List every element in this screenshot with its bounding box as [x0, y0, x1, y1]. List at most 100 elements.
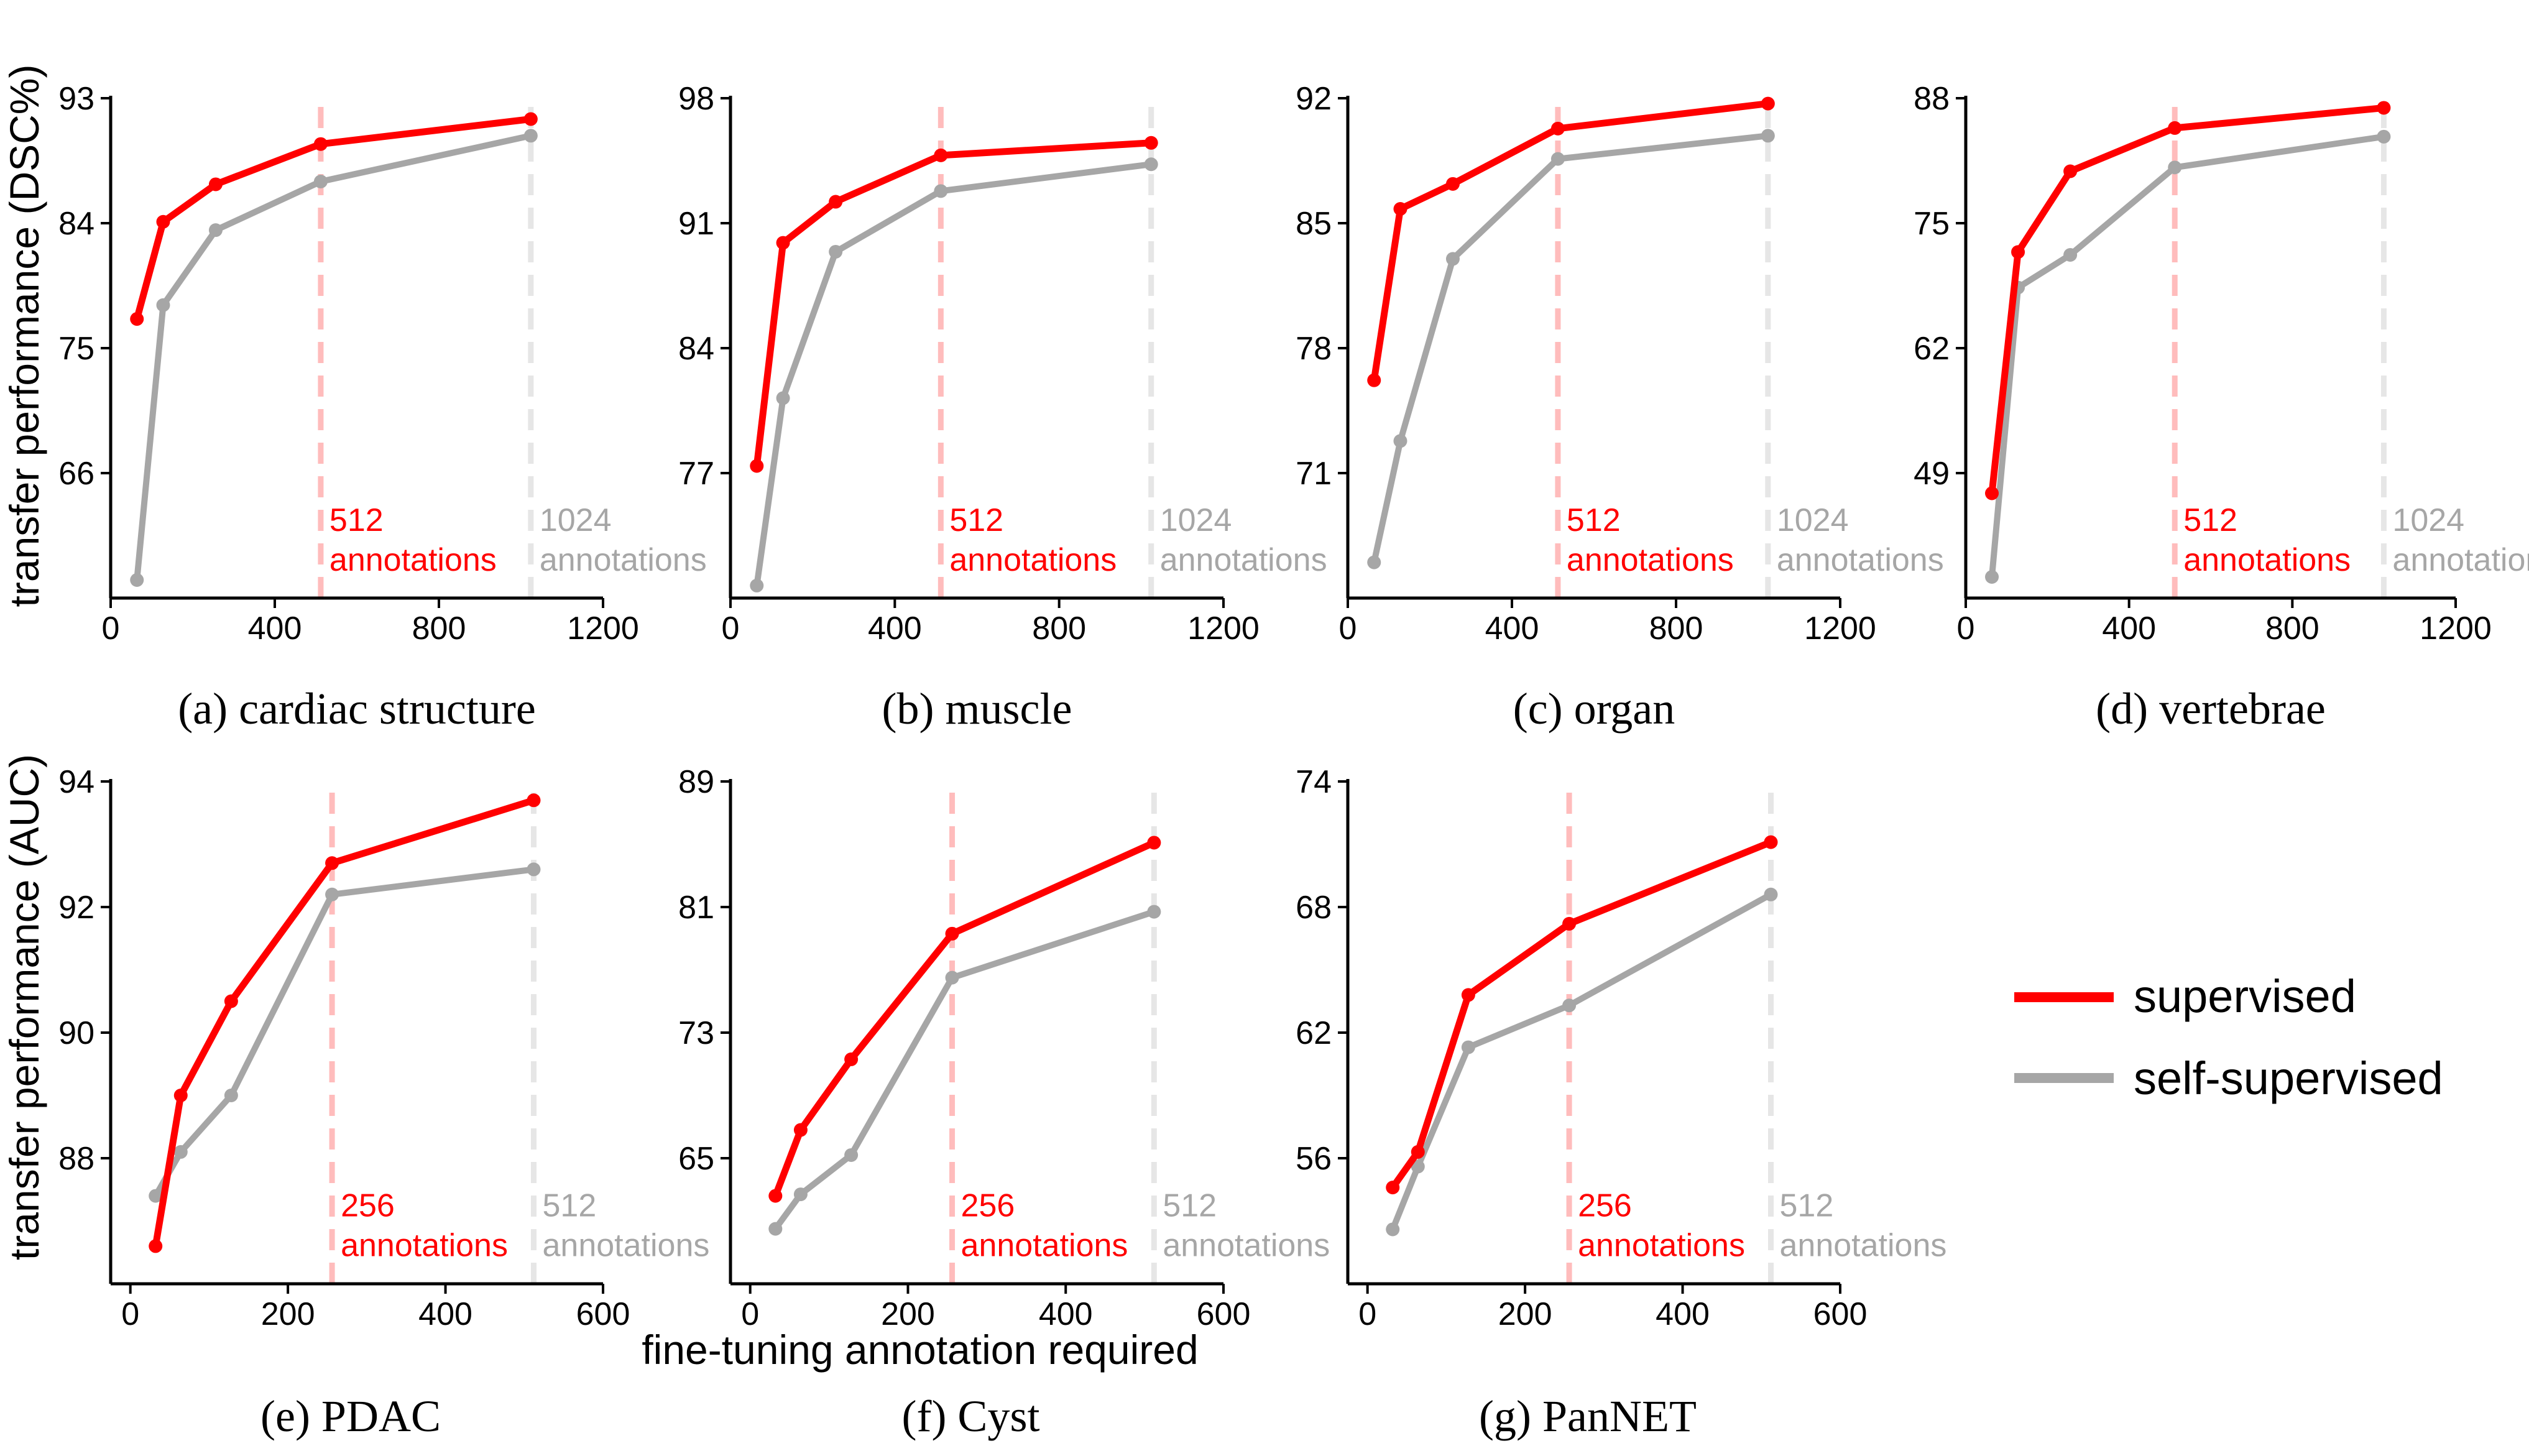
data-point-supervised — [2063, 164, 2078, 178]
data-point-supervised — [523, 112, 538, 126]
marker-label-512-annotations: annotations — [1163, 1228, 1330, 1264]
x-tick-label: 1200 — [567, 611, 639, 647]
marker-label-1024-annotations: annotations — [540, 542, 707, 578]
legend: supervised self-supervised — [2014, 970, 2443, 1104]
y-tick-label: 88 — [1914, 81, 1950, 117]
marker-label-512-count: 512 — [1779, 1188, 1833, 1224]
panel-1: 512 annotations 1024 annotations 66 75 84 93 0 40… — [58, 81, 707, 734]
y-tick-label: 66 — [58, 456, 94, 492]
marker-label-512-count: 512 — [1567, 502, 1621, 538]
panel-caption: (g) PanNET — [1479, 1391, 1697, 1441]
data-point-supervised — [208, 177, 223, 191]
x-tick-label: 600 — [1813, 1296, 1868, 1332]
marker-label-512-annotations: annotations — [329, 542, 497, 578]
data-point-self-supervised — [2063, 248, 2078, 262]
y-tick-label: 93 — [58, 81, 94, 117]
marker-label-256-annotations: annotations — [341, 1228, 508, 1264]
series-line-supervised — [152, 796, 537, 1250]
y-tick-label: 85 — [1296, 206, 1332, 242]
data-point-self-supervised — [1562, 998, 1577, 1013]
data-point-supervised — [750, 459, 764, 473]
marker-label-1024-annotations: annotations — [2392, 542, 2529, 578]
data-point-supervised — [776, 236, 790, 250]
data-point-self-supervised — [2168, 160, 2182, 175]
data-point-self-supervised — [1764, 887, 1778, 901]
series-line-supervised — [1389, 839, 1774, 1191]
marker-label-512-annotations: annotations — [542, 1228, 709, 1264]
y-axis-label-top: transfer performance (DSC%) — [1, 65, 47, 607]
data-point-supervised — [793, 1123, 808, 1137]
x-tick-label: 400 — [1485, 611, 1539, 647]
data-point-supervised — [2168, 121, 2182, 135]
panel-6: 256 annotations 512 annotations 65 73 81 89 0 200… — [678, 764, 1330, 1441]
data-point-supervised — [945, 926, 959, 941]
panel-caption: (e) PDAC — [260, 1391, 441, 1441]
data-point-self-supervised — [1445, 252, 1460, 266]
x-tick-label: 400 — [868, 611, 922, 647]
marker-label-512-count: 512 — [329, 502, 384, 538]
x-tick-label: 800 — [1649, 611, 1703, 647]
y-tick-label: 92 — [58, 890, 94, 926]
x-tick-label: 0 — [1339, 611, 1357, 647]
x-tick-label: 0 — [1957, 611, 1975, 647]
x-tick-label: 0 — [121, 1296, 139, 1332]
data-point-supervised — [173, 1089, 188, 1102]
x-tick-label: 0 — [1358, 1296, 1376, 1332]
data-point-supervised — [844, 1052, 859, 1066]
data-point-supervised — [149, 1239, 163, 1253]
data-point-supervised — [224, 994, 238, 1008]
marker-label-256-count: 256 — [1578, 1188, 1632, 1224]
marker-label-1024-annotations: annotations — [1777, 542, 1944, 578]
data-point-supervised — [1985, 486, 1999, 500]
series-line-supervised — [772, 839, 1158, 1200]
data-point-self-supervised — [1386, 1222, 1400, 1237]
x-tick-label: 0 — [741, 1296, 759, 1332]
data-point-supervised — [2377, 101, 2391, 115]
marker-label-256-count: 256 — [341, 1188, 395, 1224]
data-point-supervised — [1144, 136, 1158, 150]
data-point-self-supervised — [829, 244, 843, 259]
y-tick-label: 78 — [1296, 331, 1332, 367]
x-tick-label: 1200 — [2420, 611, 2492, 647]
data-point-self-supervised — [173, 1145, 188, 1159]
legend-label-supervised: supervised — [2134, 970, 2356, 1022]
y-tick-label: 81 — [678, 890, 714, 926]
data-point-supervised — [1386, 1181, 1400, 1195]
x-tick-label: 400 — [2102, 611, 2156, 647]
data-point-supervised — [1411, 1145, 1425, 1159]
data-point-self-supervised — [130, 573, 144, 587]
data-point-self-supervised — [1550, 152, 1565, 166]
data-point-supervised — [2011, 245, 2025, 259]
y-tick-label: 49 — [1914, 456, 1950, 492]
marker-label-512-annotations: annotations — [2183, 542, 2351, 578]
series-line-self-supervised — [772, 908, 1158, 1232]
marker-label-1024-count: 1024 — [1777, 502, 1849, 538]
marker-label-512-count: 512 — [949, 502, 1003, 538]
y-tick-label: 84 — [58, 206, 94, 242]
data-point-self-supervised — [1144, 157, 1158, 172]
x-tick-label: 400 — [248, 611, 302, 647]
marker-label-256-count: 256 — [961, 1188, 1015, 1224]
y-tick-label: 75 — [1914, 206, 1950, 242]
data-point-supervised — [1550, 121, 1565, 136]
y-tick-label: 92 — [1296, 81, 1332, 117]
x-tick-label: 800 — [412, 611, 466, 647]
y-tick-label: 94 — [58, 764, 94, 800]
data-point-supervised — [1761, 96, 1775, 111]
data-point-supervised — [313, 137, 328, 151]
data-point-self-supervised — [527, 862, 541, 877]
y-tick-label: 71 — [1296, 456, 1332, 492]
y-tick-label: 56 — [1296, 1141, 1332, 1177]
data-point-self-supervised — [1147, 905, 1161, 919]
data-point-self-supervised — [1985, 569, 1999, 584]
data-point-self-supervised — [224, 1089, 238, 1102]
data-point-self-supervised — [208, 223, 223, 237]
marker-label-512-count: 512 — [2183, 502, 2237, 538]
panel-5: 256 annotations 512 annotations 88 90 92 94 0 200… — [58, 764, 709, 1441]
data-point-supervised — [1764, 835, 1778, 849]
data-point-self-supervised — [1761, 129, 1775, 143]
y-tick-label: 89 — [678, 764, 714, 800]
panel-caption: (c) organ — [1513, 684, 1675, 734]
x-tick-label: 800 — [1032, 611, 1086, 647]
data-point-self-supervised — [156, 298, 170, 312]
